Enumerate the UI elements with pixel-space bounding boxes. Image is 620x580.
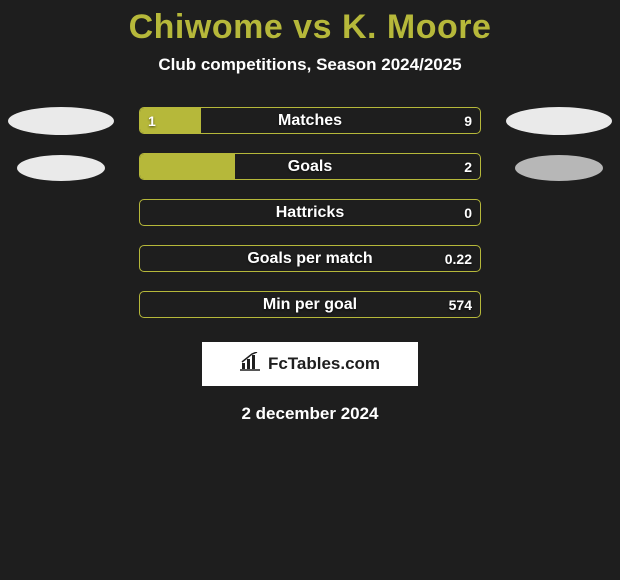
stat-row: 19Matches xyxy=(139,107,481,134)
stat-value-right: 0.22 xyxy=(445,246,472,271)
player-right-badges xyxy=(504,107,614,181)
stat-row: 2Goals xyxy=(139,153,481,180)
stat-row: 0.22Goals per match xyxy=(139,245,481,272)
comparison-infographic: Chiwome vs K. Moore Club competitions, S… xyxy=(0,0,620,580)
stat-value-right: 574 xyxy=(449,292,472,317)
stat-label: Goals per match xyxy=(140,246,480,271)
stat-value-right: 0 xyxy=(464,200,472,225)
stat-fill-left xyxy=(140,154,235,179)
chart-icon xyxy=(240,352,262,377)
player-left-ellipse-1 xyxy=(8,107,114,135)
stat-label: Min per goal xyxy=(140,292,480,317)
page-subtitle: Club competitions, Season 2024/2025 xyxy=(0,55,620,75)
content-area: 19Matches2Goals0Hattricks0.22Goals per m… xyxy=(0,107,620,318)
stat-label: Hattricks xyxy=(140,200,480,225)
player-right-ellipse-2 xyxy=(515,155,603,181)
source-logo: FcTables.com xyxy=(202,342,418,386)
source-logo-text: FcTables.com xyxy=(268,354,380,374)
stat-value-right: 2 xyxy=(464,154,472,179)
stat-value-left: 1 xyxy=(148,108,156,133)
player-left-badges xyxy=(6,107,116,181)
page-title: Chiwome vs K. Moore xyxy=(0,0,620,47)
footer-date: 2 december 2024 xyxy=(0,404,620,424)
stat-value-right: 9 xyxy=(464,108,472,133)
player-left-ellipse-2 xyxy=(17,155,105,181)
player-right-ellipse-1 xyxy=(506,107,612,135)
stat-bars: 19Matches2Goals0Hattricks0.22Goals per m… xyxy=(139,107,481,318)
stat-row: 0Hattricks xyxy=(139,199,481,226)
stat-row: 574Min per goal xyxy=(139,291,481,318)
